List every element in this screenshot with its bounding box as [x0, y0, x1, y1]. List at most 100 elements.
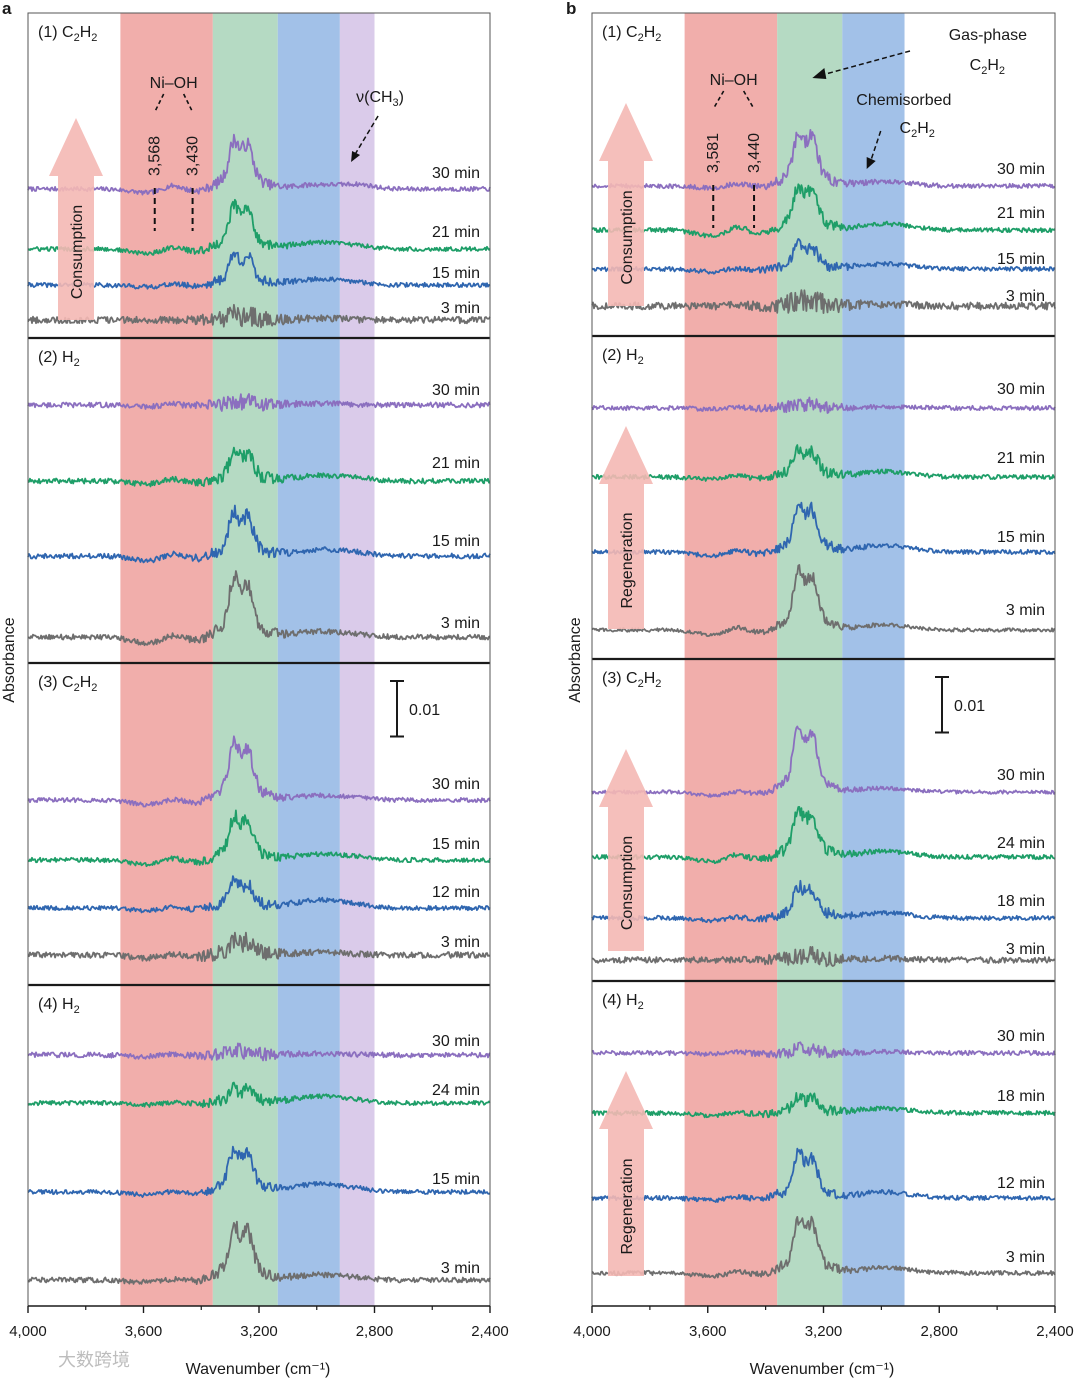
trace-label-15-min: 15 min	[432, 533, 480, 550]
subscript: 2	[981, 65, 987, 77]
subscript: 2	[91, 32, 97, 44]
x-tick-label: 3,200	[240, 1323, 278, 1340]
text-span: H	[80, 674, 92, 691]
arrow-label: Regeneration	[619, 1158, 636, 1254]
x-tick-label: 3,600	[689, 1323, 727, 1340]
band-0	[120, 13, 213, 1306]
arrow-label: Regeneration	[619, 512, 636, 608]
x-tick-label: 3,600	[125, 1323, 163, 1340]
section-title: (3) C2H2	[38, 674, 97, 694]
trace-15-min	[591, 238, 1056, 275]
trace-12-min	[591, 1147, 1056, 1203]
chemisorbed-label: Chemisorbed	[856, 92, 951, 109]
ni-oh-label: Ni–OH	[710, 72, 758, 89]
trace-3-min	[591, 1215, 1056, 1279]
trace-label-30-min: 30 min	[997, 767, 1045, 784]
trace-label-21-min: 21 min	[997, 205, 1045, 222]
subscript: 2	[911, 128, 917, 140]
trace-label-3-min: 3 min	[1006, 1249, 1045, 1266]
trace-label-21-min: 21 min	[432, 224, 480, 241]
trace-3-min	[591, 946, 1056, 968]
section-title: (1) C2H2	[602, 24, 661, 44]
peak-label-1: 3,568	[147, 136, 164, 176]
subscript: 2	[638, 1000, 644, 1012]
section-4: 30 min 18 min 12 min 3 min (4) H2 Regeneratio…	[591, 992, 1056, 1279]
trace-3-min	[591, 289, 1056, 314]
trace-label-3-min: 3 min	[1006, 602, 1045, 619]
gas-phase-formula: C2H2	[970, 57, 1005, 77]
text-span: C	[900, 120, 912, 137]
trace-3-min	[591, 564, 1056, 637]
trace-label-21-min: 21 min	[432, 455, 480, 472]
trace-label-30-min: 30 min	[997, 381, 1045, 398]
text-span: (2) H	[38, 349, 74, 366]
trace-24-min	[591, 806, 1056, 865]
subscript: 2	[74, 32, 80, 44]
trace-30-min	[591, 129, 1056, 191]
trace-3-min	[27, 303, 491, 329]
direction-arrow	[599, 1071, 653, 1276]
ch3-label: ν(CH3)	[356, 89, 404, 109]
subscript: 2	[638, 355, 644, 367]
trace-12-min	[27, 875, 491, 914]
peak-label-1: 3,581	[705, 133, 722, 173]
y-axis-title: Absorbance	[1, 617, 18, 702]
trace-15-min	[27, 251, 491, 290]
subscript: 2	[91, 682, 97, 694]
section-title: (4) H2	[38, 996, 80, 1016]
scale-bar-label: 0.01	[954, 698, 985, 715]
text-span: )	[399, 89, 404, 106]
trace-18-min	[591, 1092, 1056, 1119]
section-4: 30 min 24 min 15 min 3 min (4) H2	[27, 996, 491, 1285]
trace-label-12-min: 12 min	[432, 884, 480, 901]
x-tick-label: 4,000	[9, 1323, 47, 1340]
ni-oh-label: Ni–OH	[150, 75, 198, 92]
trace-30-min	[27, 393, 491, 412]
annotations: Ni–OH3,581 3,440Gas-phaseC2H2ChemisorbedC…	[705, 27, 1027, 228]
subscript: 2	[655, 32, 661, 44]
band-3	[339, 13, 375, 1306]
direction-arrow	[49, 118, 103, 320]
peak-label-2: 3,440	[746, 133, 763, 173]
trace-label-3-min: 3 min	[1006, 941, 1045, 958]
trace-15-min	[591, 501, 1056, 559]
trace-label-3-min: 3 min	[1006, 288, 1045, 305]
trace-15-min	[27, 1145, 491, 1198]
trace-15-min	[27, 504, 491, 564]
scale-bar: 0.01	[390, 680, 440, 738]
subscript: 3	[393, 97, 399, 109]
text-span: C	[970, 57, 982, 74]
x-tick-label: 2,800	[920, 1323, 958, 1340]
trace-30-min	[591, 1041, 1056, 1059]
subscript: 2	[638, 32, 644, 44]
text-span: H	[987, 57, 999, 74]
gas-phase-label: Gas-phase	[949, 27, 1027, 44]
section-title: (1) C2H2	[38, 24, 97, 44]
trace-30-min	[27, 133, 491, 196]
x-tick-label: 2,400	[1036, 1323, 1074, 1340]
y-axis-title: Absorbance	[567, 617, 584, 702]
trace-label-18-min: 18 min	[997, 893, 1045, 910]
subscript: 2	[638, 678, 644, 690]
x-tick-label: 4,000	[573, 1323, 611, 1340]
trace-label-18-min: 18 min	[997, 1088, 1045, 1105]
text-span: (2) H	[602, 347, 638, 364]
text-span: H	[917, 120, 929, 137]
direction-arrow	[599, 426, 653, 629]
trace-label-30-min: 30 min	[997, 161, 1045, 178]
subscript: 2	[74, 357, 80, 369]
subscript: 2	[929, 128, 935, 140]
text-span: (3) C	[38, 674, 74, 691]
panel-letter: b	[566, 0, 576, 18]
x-tick-label: 2,400	[471, 1323, 509, 1340]
scale-bar: 0.01	[935, 676, 985, 734]
arrow-label: Consumption	[619, 190, 636, 284]
band-2	[277, 13, 340, 1306]
trace-30-min	[591, 396, 1056, 414]
ch3-arrowhead	[351, 151, 361, 162]
trace-15-min	[27, 809, 491, 868]
trace-label-30-min: 30 min	[432, 776, 480, 793]
chemisorbed-arrow	[869, 130, 882, 162]
trace-label-24-min: 24 min	[432, 1082, 480, 1099]
trace-label-21-min: 21 min	[997, 450, 1045, 467]
